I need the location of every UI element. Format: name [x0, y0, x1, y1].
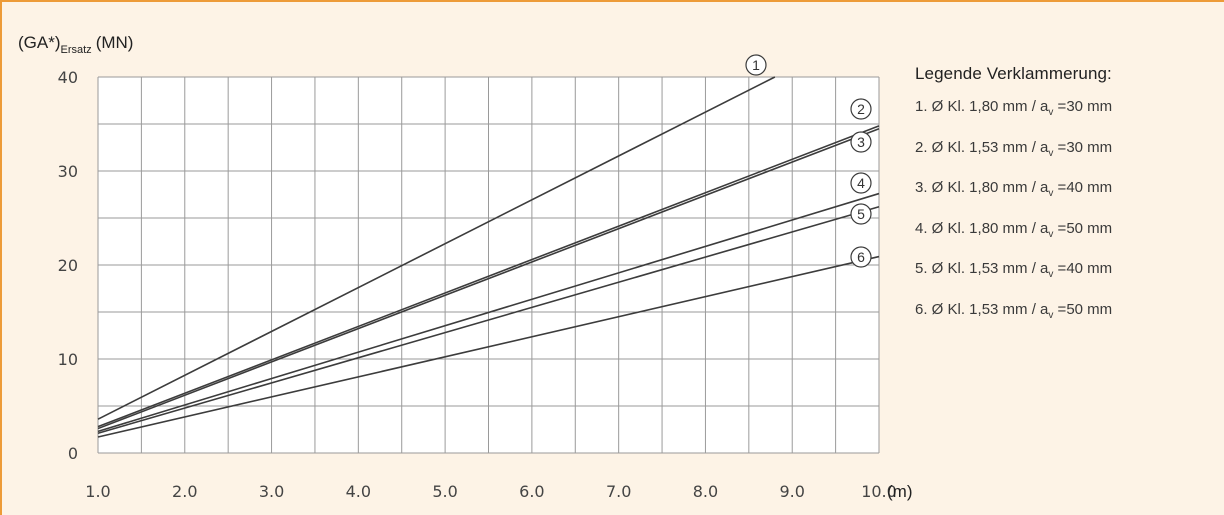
y-axis-label: (GA*)Ersatz (MN) — [18, 33, 133, 56]
legend-item-subscript: v — [1048, 107, 1054, 118]
series-line-6 — [97, 255, 880, 438]
y-tick-label: 20 — [58, 256, 78, 275]
series-marker-label: 2 — [857, 101, 865, 117]
x-axis-ticks: 1.0 2.0 3.0 4.0 5.0 6.0 7.0 8.0 9.0 10.0 — [85, 482, 897, 501]
series-markers: 1 2 3 4 5 6 — [745, 54, 872, 268]
x-tick-label: 4.0 — [346, 482, 371, 501]
series-line-5 — [97, 205, 880, 435]
series-line-3 — [97, 127, 880, 430]
legend-item-value: =40 mm — [1053, 179, 1113, 196]
legend-item-subscript: v — [1048, 309, 1054, 321]
legend-item: 5. Ø Kl. 1,53 mm / av =40 mm — [915, 259, 1112, 300]
legend-item-text: 2. Ø Kl. 1,53 mm / a — [915, 138, 1049, 156]
series-marker-label: 3 — [857, 134, 865, 150]
series-marker-6: 6 — [850, 246, 872, 268]
legend: Legende Verklammerung: 1. Ø Kl. 1,80 mm … — [915, 64, 1112, 340]
x-tick-label: 2.0 — [172, 482, 197, 501]
legend-item-subscript: v — [1048, 188, 1054, 199]
y-axis-label-sub: Ersatz — [61, 44, 92, 56]
series-marker-circle — [850, 98, 872, 120]
x-axis-label: (m) — [887, 482, 912, 501]
legend-item-subscript: v — [1048, 269, 1054, 280]
x-tick-label: 8.0 — [693, 482, 718, 501]
series-marker-2: 2 — [850, 98, 872, 120]
series-line-1 — [97, 76, 776, 420]
y-axis-ticks: 0 10 20 30 40 — [58, 68, 78, 463]
x-tick-label: 5.0 — [432, 482, 457, 501]
series-marker-circle — [850, 172, 872, 194]
grid — [97, 76, 880, 454]
x-tick-label: 6.0 — [519, 482, 544, 501]
legend-item: 4. Ø Kl. 1,80 mm / av =50 mm — [915, 219, 1112, 260]
x-tick-label: 1.0 — [85, 482, 110, 501]
y-tick-label: 40 — [58, 68, 78, 87]
series-marker-5: 5 — [850, 203, 872, 225]
legend-item-value: =50 mm — [1053, 300, 1113, 318]
series-marker-circle — [850, 246, 872, 268]
y-tick-label: 10 — [58, 350, 78, 369]
series-marker-circle — [850, 131, 872, 153]
y-tick-label: 0 — [68, 444, 78, 463]
series-marker-label: 6 — [857, 249, 865, 265]
series-line-4 — [97, 192, 880, 433]
legend-item-text: 5. Ø Kl. 1,53 mm / a — [915, 260, 1049, 277]
legend-item-value: =40 mm — [1053, 260, 1113, 277]
legend-item: 1. Ø Kl. 1,80 mm / av =30 mm — [915, 97, 1112, 138]
series-marker-1: 1 — [745, 54, 767, 76]
series-line-2 — [97, 125, 880, 428]
legend-item-subscript: v — [1048, 147, 1054, 159]
legend-item: 3. Ø Kl. 1,80 mm / av =40 mm — [915, 178, 1112, 219]
series-marker-label: 1 — [752, 57, 760, 73]
series-marker-circle — [745, 54, 767, 76]
x-tick-label: 7.0 — [606, 482, 631, 501]
series-marker-label: 5 — [857, 206, 865, 222]
x-tick-label: 10.0 — [861, 482, 897, 501]
y-axis-label-unit: (MN) — [96, 33, 134, 52]
series-marker-circle — [850, 203, 872, 225]
y-tick-label: 30 — [58, 162, 78, 181]
legend-item-value: =30 mm — [1053, 98, 1113, 115]
legend-item-text: 3. Ø Kl. 1,80 mm / a — [915, 179, 1049, 196]
y-axis-label-main: (GA*) — [18, 33, 61, 52]
legend-item-value: =50 mm — [1053, 219, 1113, 237]
series-marker-label: 4 — [857, 175, 865, 191]
series-marker-3: 3 — [850, 131, 872, 153]
legend-item: 6. Ø Kl. 1,53 mm / av =50 mm — [915, 300, 1112, 341]
series-lines — [97, 76, 880, 438]
legend-item-subscript: v — [1048, 228, 1054, 240]
x-tick-label: 3.0 — [259, 482, 284, 501]
x-tick-label: 9.0 — [779, 482, 804, 501]
legend-item-text: 1. Ø Kl. 1,80 mm / a — [915, 98, 1049, 115]
legend-item-text: 4. Ø Kl. 1,80 mm / a — [915, 219, 1049, 237]
legend-item-text: 6. Ø Kl. 1,53 mm / a — [915, 300, 1049, 318]
legend-items: 1. Ø Kl. 1,80 mm / av =30 mm 2. Ø Kl. 1,5… — [915, 97, 1112, 340]
series-marker-4: 4 — [850, 172, 872, 194]
legend-item-value: =30 mm — [1053, 138, 1113, 156]
legend-item: 2. Ø Kl. 1,53 mm / av =30 mm — [915, 138, 1112, 179]
legend-title: Legende Verklammerung: — [915, 64, 1112, 83]
